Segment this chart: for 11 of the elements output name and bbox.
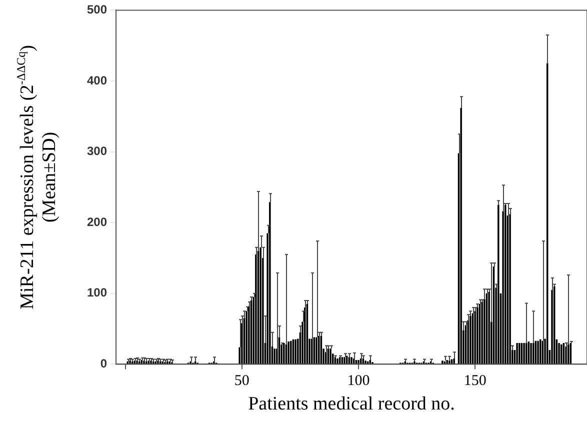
x-axis-title: Patients medical record no. [248,394,455,415]
text: MiR-211 expression levels (2-ΔΔCq) (Mean±SD) [14,45,60,310]
x-tick-label: 50 [234,373,250,390]
y-tick-label: 200 [86,214,108,229]
x-tick-label: 100 [347,373,370,390]
y-tick-label: 0 [100,356,108,371]
x-tick-label: 150 [464,373,486,390]
y-tick-label: 500 [86,2,108,17]
y-tick-label: 300 [86,144,108,158]
y-tick-label: 400 [86,73,108,88]
y-tick-label: 100 [86,286,108,300]
